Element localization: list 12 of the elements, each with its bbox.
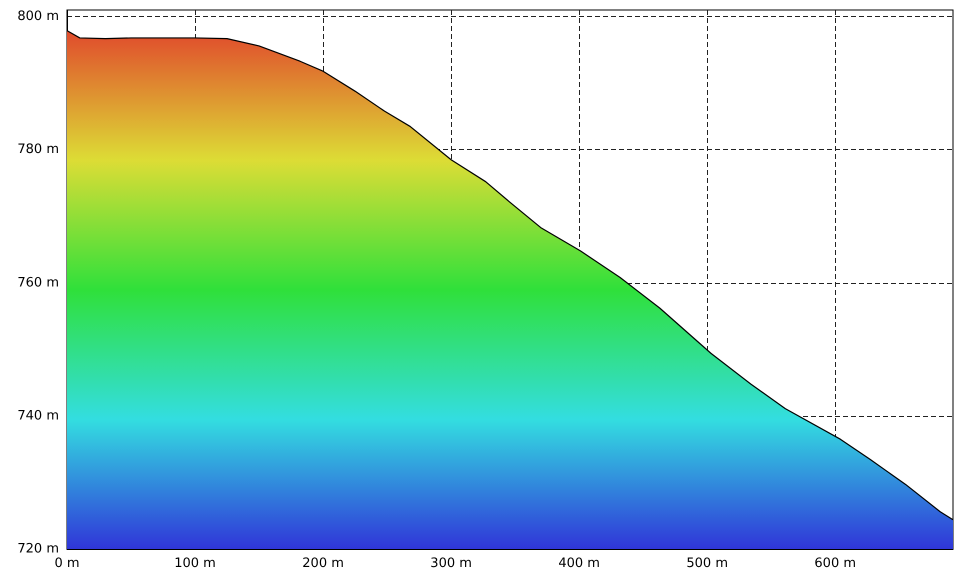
x-tick-label: 300 m <box>430 556 472 571</box>
x-tick-label: 500 m <box>686 556 728 571</box>
y-tick-label: 760 m <box>17 275 59 290</box>
x-tick-label: 400 m <box>558 556 600 571</box>
x-tick-label: 600 m <box>814 556 856 571</box>
x-tick-label: 100 m <box>174 556 216 571</box>
y-tick-label: 740 m <box>17 408 59 424</box>
x-tick-label: 200 m <box>302 556 344 571</box>
y-tick-label: 720 m <box>17 542 59 556</box>
y-tick-label: 800 m <box>17 9 59 24</box>
y-tick-label: 780 m <box>17 142 59 158</box>
x-tick-label: 0 m <box>54 556 80 571</box>
